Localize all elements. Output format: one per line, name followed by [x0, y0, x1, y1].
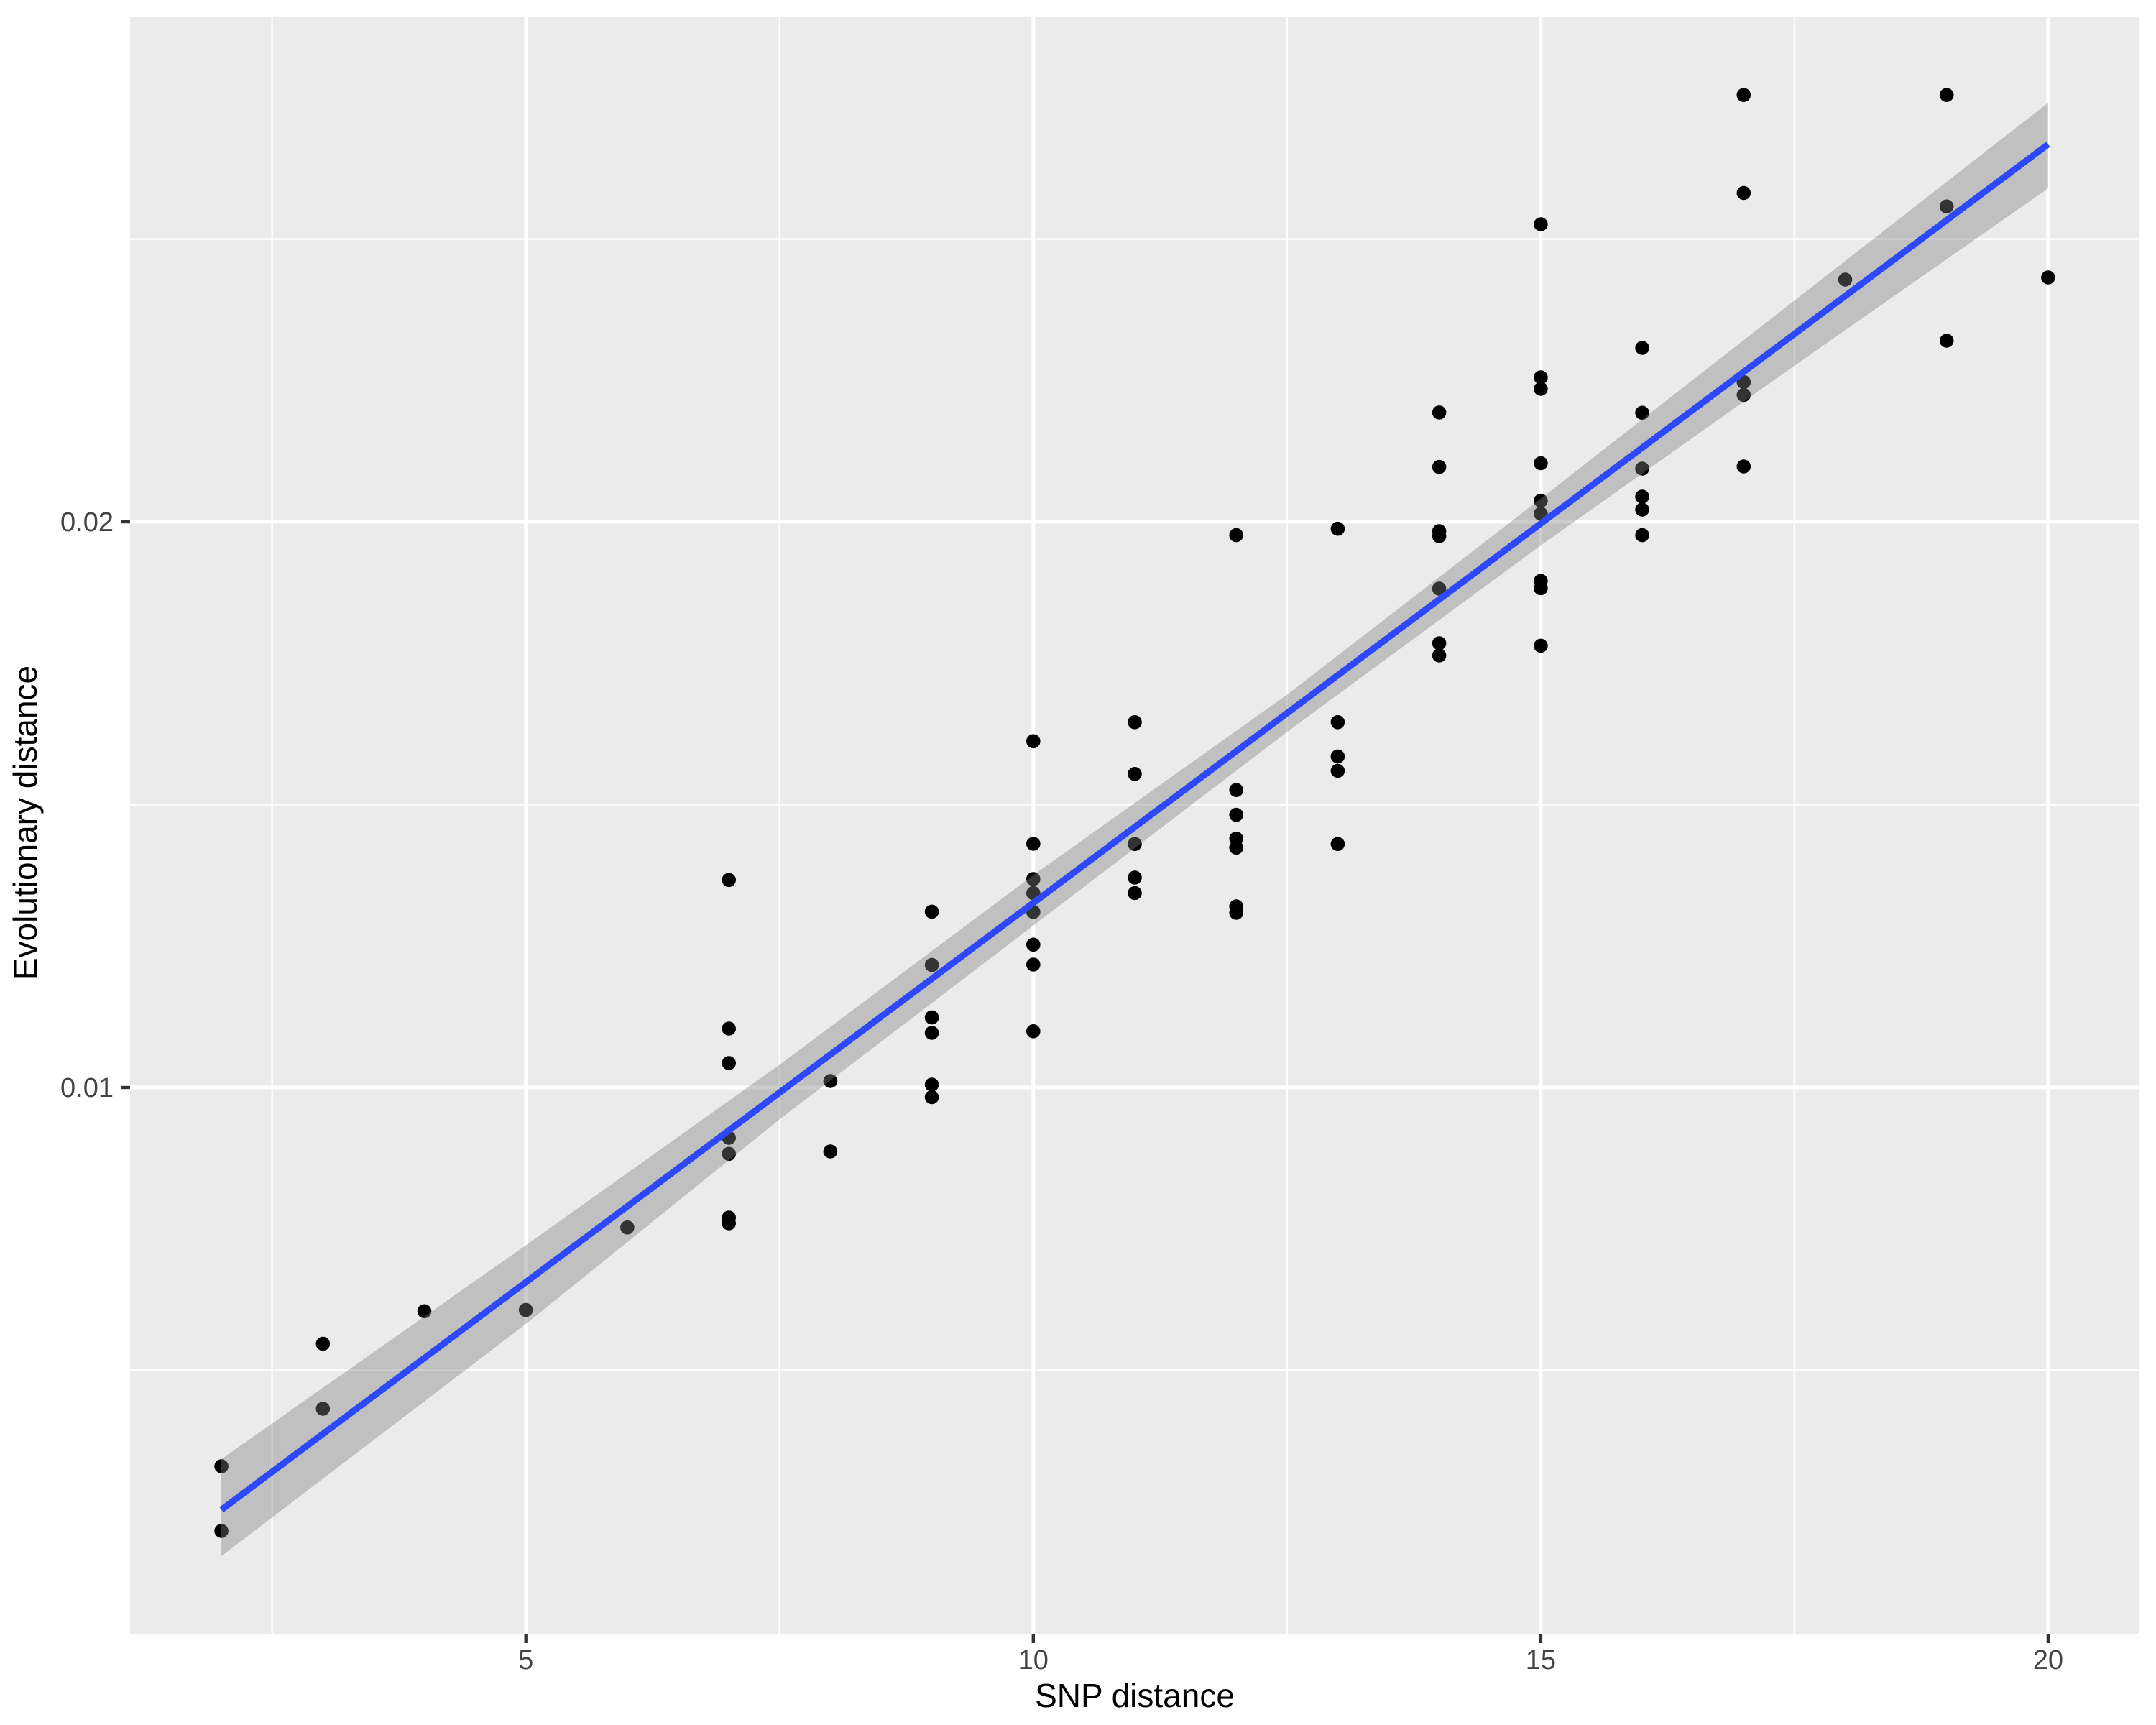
svg-text:SNP distance: SNP distance — [1035, 1677, 1235, 1714]
svg-text:0.02: 0.02 — [60, 507, 114, 538]
svg-text:15: 15 — [1526, 1645, 1556, 1675]
svg-text:10: 10 — [1018, 1645, 1049, 1675]
svg-text:Evolutionary distance: Evolutionary distance — [6, 666, 44, 980]
svg-text:0.01: 0.01 — [60, 1073, 114, 1103]
svg-text:5: 5 — [518, 1645, 533, 1675]
svg-text:20: 20 — [2033, 1645, 2063, 1675]
